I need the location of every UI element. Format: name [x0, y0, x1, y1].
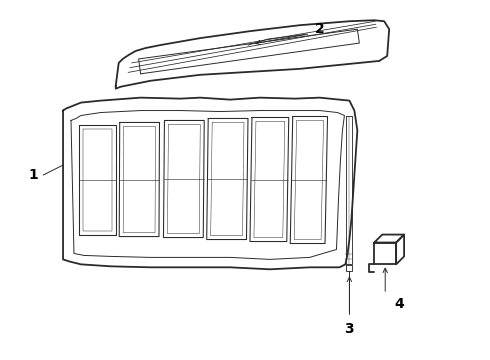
Text: 4: 4	[394, 297, 404, 311]
Text: 3: 3	[344, 322, 354, 336]
Text: 1: 1	[28, 168, 38, 182]
Text: 2: 2	[315, 22, 324, 36]
